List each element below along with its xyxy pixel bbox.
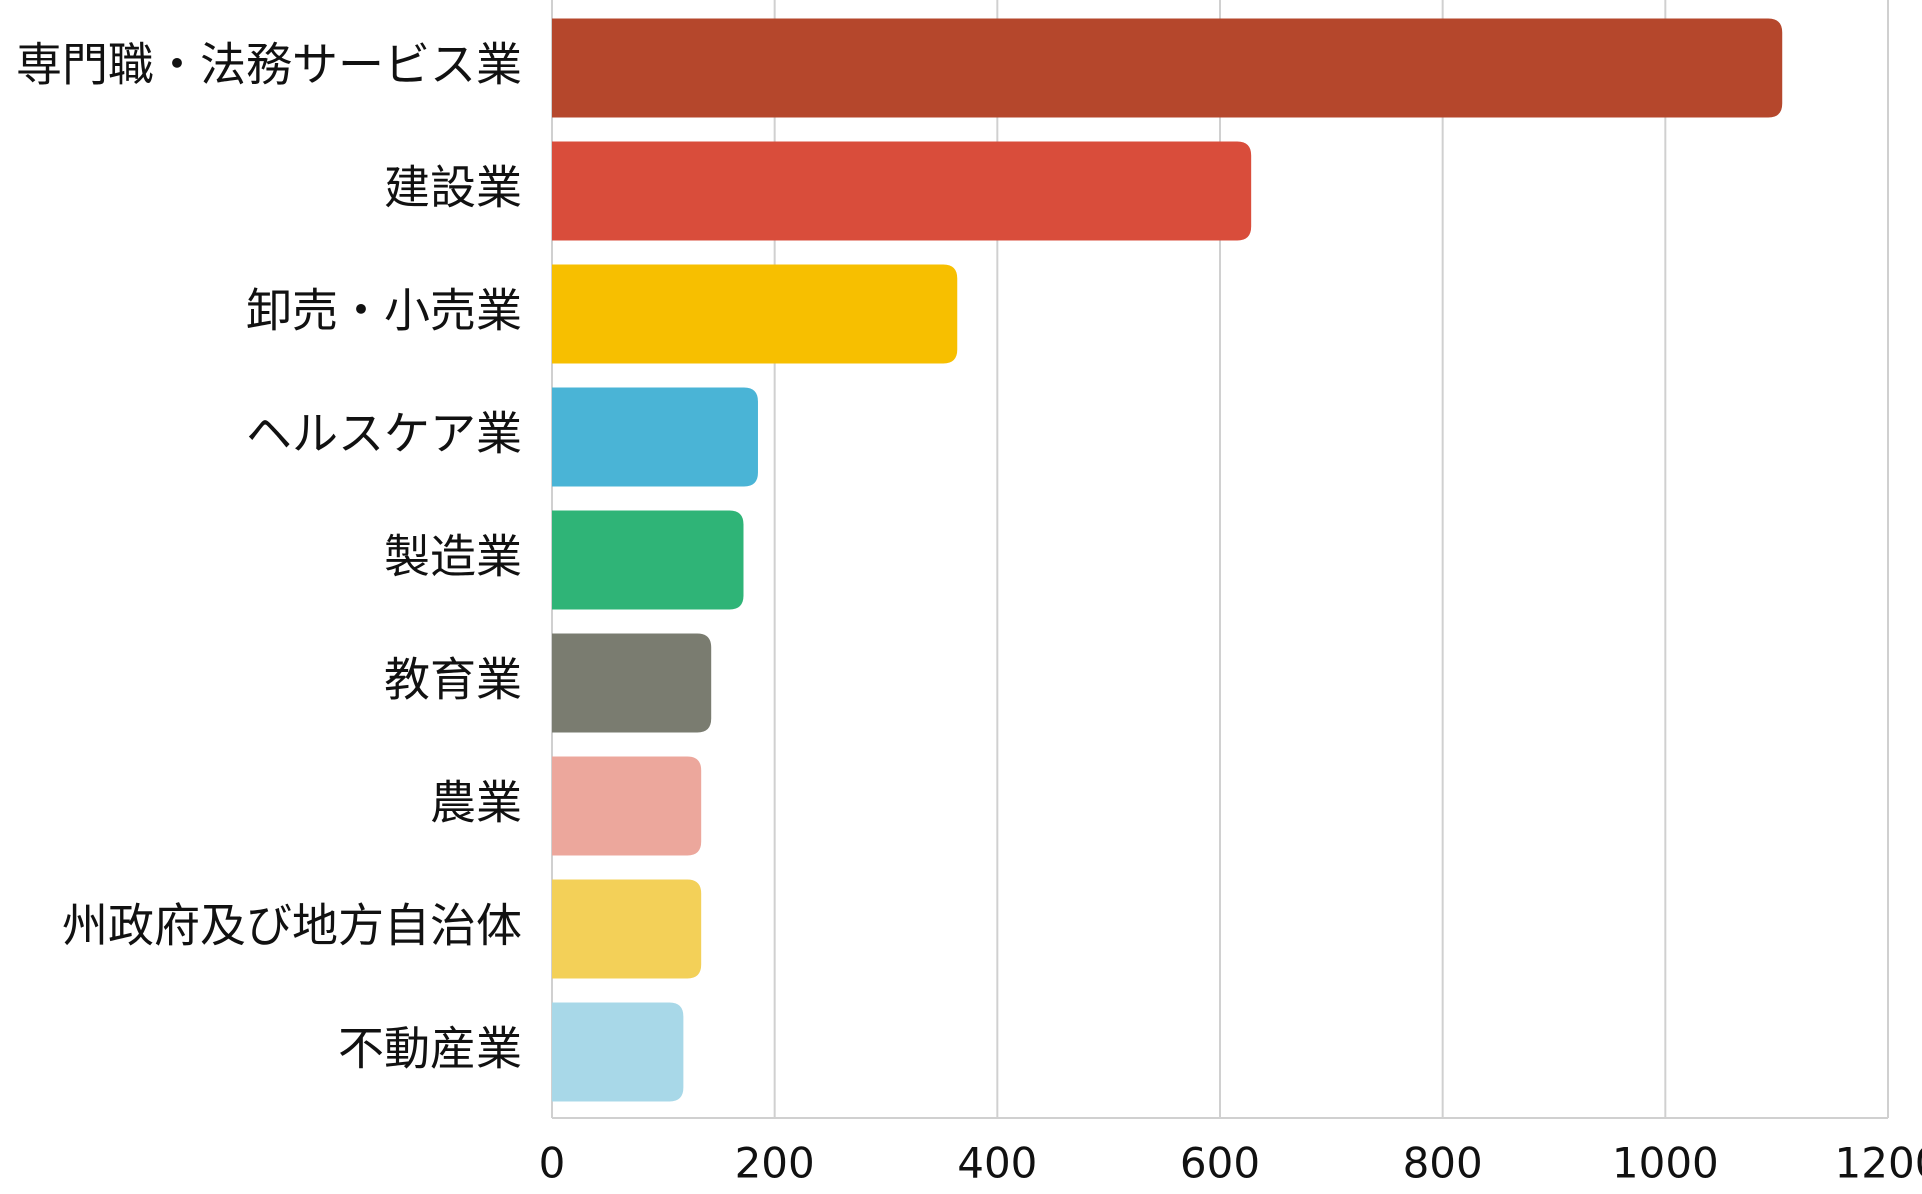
bar — [552, 264, 958, 364]
bar — [552, 633, 712, 733]
y-tick-label: 卸売・小売業 — [246, 284, 522, 338]
x-tick-label: 1000 — [1612, 1139, 1719, 1188]
bar — [552, 18, 1783, 118]
y-tick-label: 不動産業 — [338, 1022, 522, 1076]
bar — [552, 387, 758, 487]
x-tick-label: 400 — [957, 1139, 1037, 1188]
x-tick-label: 800 — [1403, 1139, 1483, 1188]
x-tick-label: 1200 — [1835, 1139, 1922, 1188]
bar — [552, 510, 744, 610]
y-tick-label: 建設業 — [384, 161, 522, 215]
y-tick-label: 教育業 — [384, 653, 522, 707]
y-tick-label: 専門職・法務サービス業 — [16, 38, 522, 92]
bar — [552, 1002, 684, 1102]
bar — [552, 756, 702, 856]
x-tick-label: 0 — [539, 1139, 566, 1188]
y-tick-label: 州政府及び地方自治体 — [62, 899, 522, 953]
y-tick-label: ヘルスケア業 — [246, 407, 522, 461]
bar — [552, 141, 1252, 241]
x-tick-label: 200 — [735, 1139, 815, 1188]
bar — [552, 879, 702, 979]
y-tick-label: 農業 — [430, 776, 522, 830]
x-tick-label: 600 — [1180, 1139, 1260, 1188]
y-tick-label: 製造業 — [384, 530, 522, 584]
